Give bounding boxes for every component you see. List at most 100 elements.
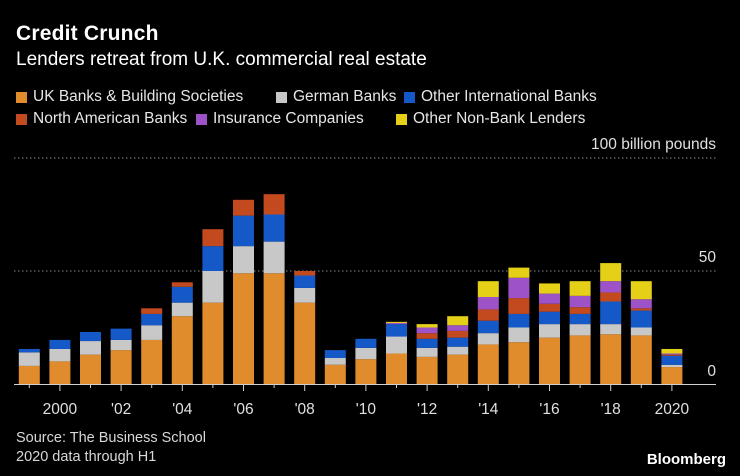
y-tick-label-0: 0 bbox=[707, 363, 716, 380]
bar-2018-north-american-banks bbox=[600, 292, 622, 302]
y-tick-label-50: 50 bbox=[699, 249, 717, 266]
bar-2015-insurance-companies bbox=[508, 277, 530, 299]
bar-2004-other-international-banks bbox=[171, 286, 193, 303]
bar-2020-north-american-banks bbox=[661, 354, 683, 356]
bar-2009-other-international-banks bbox=[324, 350, 346, 359]
bar-2013-other-non-bank-lenders bbox=[447, 316, 469, 326]
source-note: Source: The Business School 2020 data th… bbox=[16, 429, 206, 467]
bars bbox=[18, 194, 683, 384]
legend-row-1: UK Banks & Building Societies German Ban… bbox=[16, 86, 716, 108]
bar-2013-north-american-banks bbox=[447, 330, 469, 338]
legend-item-insurance-companies: Insurance Companies bbox=[196, 110, 396, 128]
bar-2005-german-banks bbox=[202, 271, 224, 303]
bar-2001-other-international-banks bbox=[80, 332, 101, 342]
bar-2018-insurance-companies bbox=[600, 281, 622, 293]
bar-2009-uk-banks-building-societies bbox=[324, 364, 346, 384]
x-tick-label-2004: '04 bbox=[172, 401, 193, 418]
bar-2010-uk-banks-building-societies bbox=[355, 359, 377, 384]
bar-2011-other-international-banks bbox=[386, 324, 407, 337]
legend-swatch-uk-banks bbox=[16, 91, 27, 103]
legend-item-other-non-bank-lenders: Other Non-Bank Lenders bbox=[396, 110, 585, 128]
bar-2013-german-banks bbox=[447, 346, 469, 355]
bar-2017-other-international-banks bbox=[569, 313, 591, 325]
bar-2001-german-banks bbox=[80, 341, 101, 355]
bar-2008-uk-banks-building-societies bbox=[294, 302, 316, 384]
bar-2003-uk-banks-building-societies bbox=[141, 339, 163, 384]
bar-2017-other-non-bank-lenders bbox=[569, 281, 591, 296]
bar-2018-german-banks bbox=[600, 324, 622, 335]
legend-item-other-international-banks: Other International Banks bbox=[404, 88, 597, 106]
bar-2011-other-non-bank-lenders bbox=[386, 321, 407, 323]
bar-2012-other-non-bank-lenders bbox=[416, 324, 438, 328]
bar-2006-uk-banks-building-societies bbox=[233, 273, 254, 384]
legend-item-german-banks: German Banks bbox=[276, 88, 404, 106]
legend-row-2: North American Banks Insurance Companies… bbox=[16, 108, 716, 130]
bar-2000-other-international-banks bbox=[49, 339, 71, 349]
bar-2007-uk-banks-building-societies bbox=[263, 273, 285, 384]
bar-2015-other-non-bank-lenders bbox=[508, 267, 530, 278]
bar-2020-uk-banks-building-societies bbox=[661, 367, 683, 384]
bar-2002-uk-banks-building-societies bbox=[110, 350, 132, 384]
bar-2012-german-banks bbox=[416, 347, 438, 357]
bar-2013-uk-banks-building-societies bbox=[447, 354, 469, 384]
bar-2007-north-american-banks bbox=[263, 194, 285, 215]
x-tick-label-2000: 2000 bbox=[43, 401, 78, 418]
bar-2016-other-international-banks bbox=[539, 311, 560, 325]
y-tick-label-100: 100 billion pounds bbox=[591, 136, 716, 153]
bar-2007-german-banks bbox=[263, 241, 285, 274]
stacked-bar-chart: 100 billion pounds 50 0 2000 '02 '04 '06 '08 '10… bbox=[14, 136, 717, 418]
legend-swatch-other-non-bank-lenders bbox=[396, 113, 407, 125]
bar-2015-north-american-banks bbox=[508, 298, 530, 314]
legend-item-uk-banks: UK Banks & Building Societies bbox=[16, 88, 276, 106]
bar-2008-north-american-banks bbox=[294, 271, 316, 276]
bar-2014-other-international-banks bbox=[477, 320, 499, 334]
bar-2006-north-american-banks bbox=[233, 199, 254, 216]
bar-2013-insurance-companies bbox=[447, 325, 469, 331]
legend-label-north-american-banks: North American Banks bbox=[33, 110, 188, 127]
x-tick-label-2020: 2020 bbox=[655, 401, 690, 418]
bar-2010-other-international-banks bbox=[355, 338, 377, 348]
bar-2019-german-banks bbox=[630, 327, 652, 336]
bar-2020-other-non-bank-lenders bbox=[661, 348, 683, 354]
bar-2012-insurance-companies bbox=[416, 327, 438, 334]
bar-2017-uk-banks-building-societies bbox=[569, 335, 591, 384]
legend-swatch-insurance-companies bbox=[196, 113, 207, 125]
x-tick-label-2002: '02 bbox=[111, 401, 131, 418]
bar-2000-uk-banks-building-societies bbox=[49, 361, 71, 384]
bar-2007-other-international-banks bbox=[263, 214, 285, 242]
x-tick-label-2018: '18 bbox=[601, 401, 621, 418]
bloomberg-logo: Bloomberg bbox=[646, 451, 726, 468]
bar-2004-north-american-banks bbox=[171, 282, 193, 287]
bar-2009-german-banks bbox=[324, 358, 346, 365]
legend-label-insurance-companies: Insurance Companies bbox=[213, 110, 364, 127]
source-line-2: 2020 data through H1 bbox=[16, 449, 157, 465]
bar-2019-insurance-companies bbox=[630, 299, 652, 309]
bar-2011-uk-banks-building-societies bbox=[386, 353, 407, 384]
legend-label-german-banks: German Banks bbox=[293, 88, 397, 105]
x-tick-label-2012: '12 bbox=[417, 401, 437, 418]
bar-2011-german-banks bbox=[386, 336, 407, 354]
legend-swatch-german-banks bbox=[276, 91, 287, 103]
x-tick-label-2010: '10 bbox=[356, 401, 377, 418]
bar-2019-other-non-bank-lenders bbox=[630, 281, 652, 300]
bar-2019-north-american-banks bbox=[630, 308, 652, 311]
bar-2016-uk-banks-building-societies bbox=[539, 337, 560, 384]
bar-2018-uk-banks-building-societies bbox=[600, 334, 622, 384]
x-tick-label-2014: '14 bbox=[478, 401, 499, 418]
bar-2016-north-american-banks bbox=[539, 303, 560, 312]
bar-1999-uk-banks-building-societies bbox=[18, 365, 40, 384]
bar-2001-uk-banks-building-societies bbox=[80, 354, 101, 384]
bar-2017-insurance-companies bbox=[569, 295, 591, 308]
bar-2004-german-banks bbox=[171, 302, 193, 317]
legend-item-north-american-banks: North American Banks bbox=[16, 110, 196, 128]
legend-swatch-north-american-banks bbox=[16, 113, 27, 125]
bar-2004-uk-banks-building-societies bbox=[171, 316, 193, 384]
bar-2014-north-american-banks bbox=[477, 309, 499, 321]
bar-2000-german-banks bbox=[49, 348, 71, 362]
bar-2016-other-non-bank-lenders bbox=[539, 283, 560, 294]
bar-2012-uk-banks-building-societies bbox=[416, 356, 438, 384]
bar-2014-uk-banks-building-societies bbox=[477, 344, 499, 384]
bar-2003-other-international-banks bbox=[141, 313, 163, 326]
bar-2003-german-banks bbox=[141, 325, 163, 340]
bar-2018-other-non-bank-lenders bbox=[600, 263, 622, 282]
